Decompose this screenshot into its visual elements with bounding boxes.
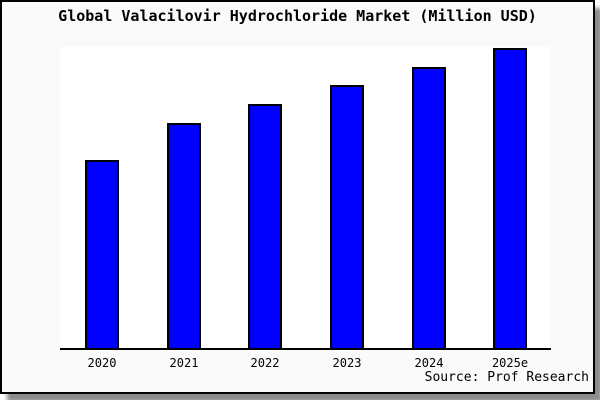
x-tick-label-2020: 2020 — [87, 356, 117, 370]
x-tick-label-2022: 2022 — [250, 356, 280, 370]
x-tick-label-2024: 2024 — [414, 356, 444, 370]
source-credit: Source: Prof Research — [424, 370, 589, 385]
bar-2021 — [167, 123, 201, 348]
x-tick-label-2025e: 2025e — [491, 356, 529, 370]
bar-2025e — [493, 48, 527, 348]
plot-area — [60, 47, 551, 350]
bar-2020 — [85, 160, 119, 348]
bar-2024 — [412, 67, 446, 348]
bar-2023 — [330, 85, 364, 348]
bar-2022 — [248, 104, 282, 348]
x-tick-label-2023: 2023 — [332, 356, 362, 370]
chart-frame: Global Valacilovir Hydrochloride Market … — [0, 0, 595, 394]
chart-title: Global Valacilovir Hydrochloride Market … — [58, 7, 537, 25]
x-tick-label-2021: 2021 — [169, 356, 199, 370]
